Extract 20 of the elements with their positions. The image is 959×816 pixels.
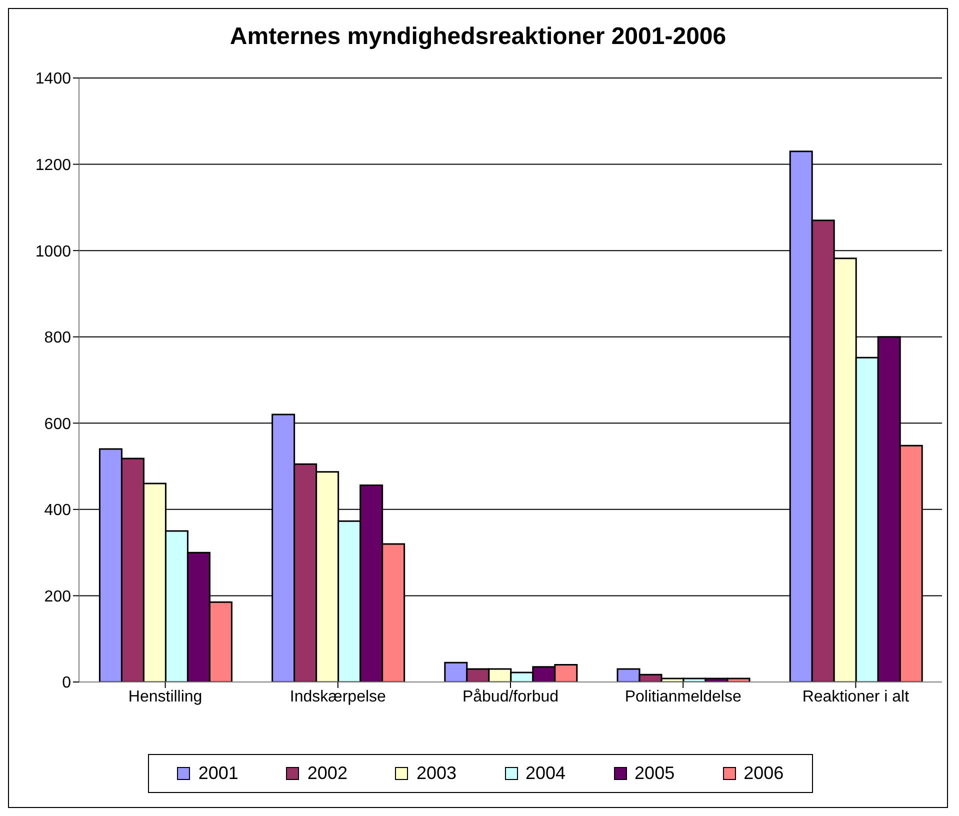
y-tick-label: 400 (44, 502, 72, 520)
legend-label: 2003 (415, 763, 456, 784)
x-tick-label: Påbud/forbud (462, 688, 559, 706)
y-tick-label: 0 (62, 674, 72, 692)
y-tick-label: 1000 (35, 243, 72, 260)
y-tick-label: 1200 (35, 156, 72, 174)
legend-label: 2004 (524, 763, 566, 784)
legend-label: 2005 (634, 763, 675, 784)
chart-title: Amternes myndighedsreaktioner 2001-2006 (228, 22, 728, 52)
x-tick-label: Indskærpelse (290, 688, 386, 706)
legend-label: 2001 (197, 763, 238, 784)
legend-label: 2002 (306, 763, 348, 784)
y-tick-label: 600 (44, 416, 72, 433)
y-tick-label: 200 (44, 588, 72, 606)
legend-label: 2006 (742, 763, 784, 784)
x-tick-label: Politianmeldelse (624, 688, 742, 706)
y-tick-label: 800 (44, 330, 72, 347)
x-tick-label: Henstilling (128, 688, 202, 706)
x-tick-label: Reaktioner i alt (802, 688, 910, 706)
y-tick-label: 1400 (35, 70, 72, 88)
